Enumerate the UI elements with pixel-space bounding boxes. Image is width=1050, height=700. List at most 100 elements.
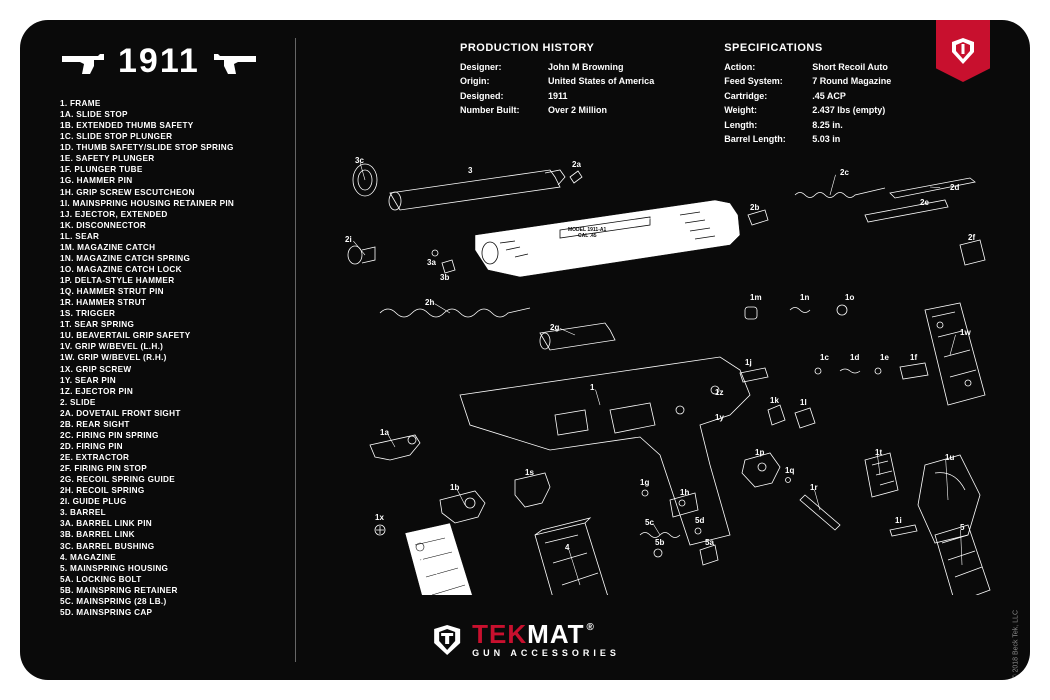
part-item: 1W. Grip w/Bevel (R.H.) (60, 352, 290, 363)
callout-label: 2a (572, 160, 581, 169)
part-item: 2F. Firing Pin Stop (60, 463, 290, 474)
badge-logo-icon (948, 36, 978, 66)
part-item: 1Z. Ejector Pin (60, 386, 290, 397)
callout-label: 3b (440, 273, 449, 282)
part-item: 4. Magazine (60, 552, 290, 563)
brand-subtitle: GUN ACCESSORIES (472, 649, 620, 658)
callout-label: 2f (968, 233, 975, 242)
callout-label: 1a (380, 428, 389, 437)
callout-label: 1l (800, 398, 807, 407)
callout-label: 2b (750, 203, 759, 212)
callout-label: 1j (745, 358, 752, 367)
brand-footer: TEKMAT® GUN ACCESSORIES (430, 621, 620, 658)
callout-label: 1k (770, 396, 779, 405)
callout-label: 1u (945, 453, 954, 462)
part-item: 2H. Recoil Spring (60, 485, 290, 496)
part-item: 3. Barrel (60, 507, 290, 518)
callout-label: 1c (820, 353, 829, 362)
callout-label: 3 (468, 166, 473, 175)
svg-text:CAL .45: CAL .45 (578, 233, 597, 239)
part-item: 1B. Extended Thumb Safety (60, 120, 290, 131)
part-item: 1U. Beavertail Grip Safety (60, 330, 290, 341)
brand-badge (936, 20, 990, 82)
part-item: 1Y. Sear Pin (60, 375, 290, 386)
info-row: Designer:John M Browning (460, 60, 654, 74)
info-row: Designed:1911 (460, 89, 654, 103)
cleaning-mat: 1911 1. Frame1A. Slide Stop1B. Extended … (20, 20, 1030, 680)
part-item: 2I. Guide Plug (60, 496, 290, 507)
callout-label: 4 (565, 543, 570, 552)
callout-label: 1z (715, 388, 723, 397)
callout-label: 1f (910, 353, 917, 362)
callout-label: 1 (590, 383, 595, 392)
part-item: 3B. Barrel Link (60, 529, 290, 540)
part-item: 5A. Locking Bolt (60, 574, 290, 585)
part-item: 1I. Mainspring Housing Retainer Pin (60, 198, 290, 209)
part-item: 3A. Barrel Link Pin (60, 518, 290, 529)
part-item: 1G. Hammer Pin (60, 175, 290, 186)
callout-label: 1g (640, 478, 649, 487)
callout-label: 1r (810, 483, 818, 492)
callout-label: 1m (750, 293, 762, 302)
part-item: 1F. Plunger Tube (60, 164, 290, 175)
callout-label: 5c (645, 518, 654, 527)
brand-logo-icon (430, 623, 464, 657)
callout-label: 2g (550, 323, 559, 332)
production-history-heading: Production History (460, 42, 654, 54)
pistol-silhouette-right (210, 46, 258, 78)
callout-label: 3c (355, 156, 364, 165)
callout-label: 2i (345, 235, 352, 244)
callout-label: 5a (705, 538, 714, 547)
part-item: 1R. Hammer Strut (60, 297, 290, 308)
callout-label: 1x (375, 513, 384, 522)
specifications-heading: Specifications (724, 42, 891, 54)
part-item: 1M. Magazine Catch (60, 242, 290, 253)
callout-label: 1w (960, 328, 971, 337)
callout-label: 5b (655, 538, 664, 547)
part-item: 1Q. Hammer Strut Pin (60, 286, 290, 297)
part-item: 1O. Magazine Catch Lock (60, 264, 290, 275)
part-item: 5D. Mainspring Cap (60, 607, 290, 618)
callout-label: 1o (845, 293, 854, 302)
part-item: 5B. Mainspring Retainer (60, 585, 290, 596)
part-item: 2C. Firing Pin Spring (60, 430, 290, 441)
part-item: 2E. Extractor (60, 452, 290, 463)
part-item: 1. Frame (60, 98, 290, 109)
info-row: Action:Short Recoil Auto (724, 60, 891, 74)
pistol-silhouette-left (60, 46, 108, 78)
callout-label: 1n (800, 293, 809, 302)
callout-label: 3a (427, 258, 436, 267)
info-row: Cartridge:.45 ACP (724, 89, 891, 103)
part-item: 1S. Trigger (60, 308, 290, 319)
callout-label: 5d (695, 516, 704, 525)
copyright: © 2018 Beck Tek, LLC (1013, 610, 1020, 680)
part-item: 1A. Slide Stop (60, 109, 290, 120)
part-item: 1E. Safety Plunger (60, 153, 290, 164)
callout-label: 5 (960, 523, 965, 532)
part-item: 1J. Ejector, Extended (60, 209, 290, 220)
part-item: 1K. Disconnector (60, 220, 290, 231)
model-name: 1911 (118, 42, 200, 81)
part-item: 2D. Firing Pin (60, 441, 290, 452)
callout-label: 1i (895, 516, 902, 525)
part-item: 2G. Recoil Spring Guide (60, 474, 290, 485)
part-item: 1V. Grip w/Bevel (L.H.) (60, 341, 290, 352)
callout-label: 1q (785, 466, 794, 475)
callout-label: 1e (880, 353, 889, 362)
exploded-diagram: MODEL 1911-A1 CAL .45 (320, 115, 1010, 595)
title-box: 1911 (60, 42, 258, 81)
part-item: 5C. Mainspring (28 lb.) (60, 596, 290, 607)
callout-label: 2h (425, 298, 434, 307)
part-item: 1D. Thumb Safety/Slide Stop Spring (60, 142, 290, 153)
callout-label: 2c (840, 168, 849, 177)
part-item: 1X. Grip Screw (60, 364, 290, 375)
callout-label: 2e (920, 198, 929, 207)
callout-label: 1h (680, 488, 689, 497)
callout-label: 1y (715, 413, 724, 422)
parts-list: 1. Frame1A. Slide Stop1B. Extended Thumb… (60, 98, 290, 618)
callout-label: 1s (525, 468, 534, 477)
part-item: 1L. Sear (60, 231, 290, 242)
part-item: 1N. Magazine Catch Spring (60, 253, 290, 264)
callout-label: 1p (755, 448, 764, 457)
callout-label: 1t (875, 448, 882, 457)
